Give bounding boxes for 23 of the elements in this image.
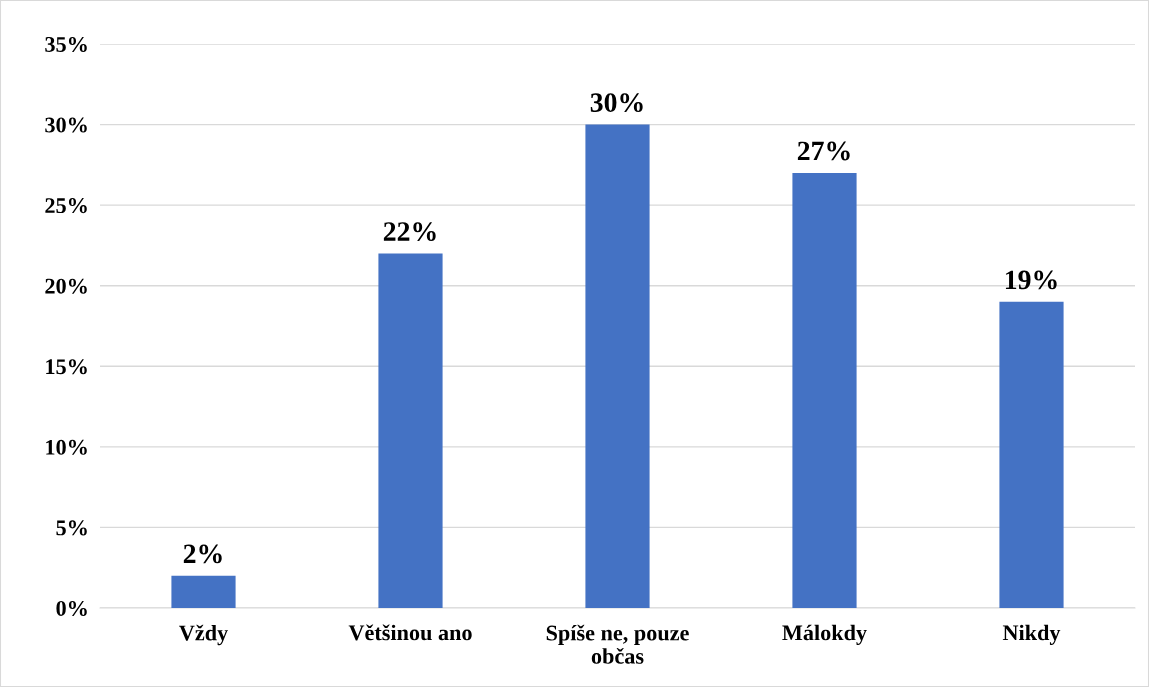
y-tick-label: 10% [46, 439, 87, 455]
x-tick-label: Vždy [179, 624, 228, 646]
y-tick-label: 30% [45, 117, 87, 133]
data-label: 19% [1005, 270, 1057, 290]
y-tick-label: 0% [56, 600, 87, 616]
y-tick-label: 35% [45, 36, 87, 52]
y-tick-label: 15% [46, 359, 87, 375]
x-tick-label: Nikdy [1002, 624, 1061, 645]
bar [999, 301, 1064, 608]
data-label: 27% [797, 141, 850, 161]
x-tick-label: Spíše ne, pouze občas [546, 624, 689, 664]
bar [171, 575, 236, 608]
bar [585, 124, 650, 608]
bar [792, 172, 857, 608]
data-label: 2% [183, 544, 222, 564]
data-label: 30% [590, 93, 643, 113]
y-tick-label: 25% [45, 198, 87, 214]
y-tick-label: 20% [45, 278, 87, 294]
y-tick-label: 5% [56, 520, 87, 536]
x-tick-label: Většinou ano [348, 624, 472, 641]
data-label: 22% [383, 222, 436, 241]
bar [378, 253, 443, 608]
x-tick-label: Málokdy [782, 624, 867, 645]
